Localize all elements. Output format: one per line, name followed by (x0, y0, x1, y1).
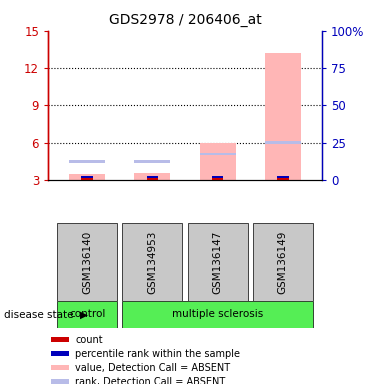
Bar (265, 141, 301, 144)
Bar (57, 223, 117, 301)
Bar (51, 379, 69, 384)
Text: GSM134953: GSM134953 (147, 230, 157, 294)
Bar (253, 223, 313, 301)
Bar (69, 160, 105, 163)
Bar (134, 160, 170, 163)
Bar (147, 178, 158, 180)
Text: GSM136147: GSM136147 (213, 230, 223, 294)
Bar (188, 223, 248, 301)
Bar (81, 175, 93, 178)
Text: percentile rank within the sample: percentile rank within the sample (75, 349, 240, 359)
Bar (200, 143, 236, 180)
Bar (277, 178, 289, 180)
Bar (69, 174, 105, 180)
Bar (122, 223, 182, 301)
Bar (265, 53, 301, 180)
Text: multiple sclerosis: multiple sclerosis (172, 310, 263, 319)
Bar (134, 172, 170, 180)
Bar (277, 175, 289, 178)
Bar (200, 152, 236, 155)
Bar (122, 301, 313, 328)
Text: control: control (69, 310, 105, 319)
Bar (51, 366, 69, 370)
Bar (212, 178, 223, 180)
Text: disease state  ▶: disease state ▶ (4, 310, 88, 319)
Bar (147, 175, 158, 178)
Bar (51, 351, 69, 356)
Text: count: count (75, 335, 103, 345)
Bar (212, 175, 223, 178)
Text: GSM136149: GSM136149 (278, 230, 288, 294)
Bar (57, 301, 117, 328)
Title: GDS2978 / 206406_at: GDS2978 / 206406_at (109, 13, 261, 27)
Bar (51, 338, 69, 343)
Bar (81, 178, 93, 180)
Text: rank, Detection Call = ABSENT: rank, Detection Call = ABSENT (75, 377, 226, 384)
Text: GSM136140: GSM136140 (82, 230, 92, 294)
Text: value, Detection Call = ABSENT: value, Detection Call = ABSENT (75, 363, 231, 373)
